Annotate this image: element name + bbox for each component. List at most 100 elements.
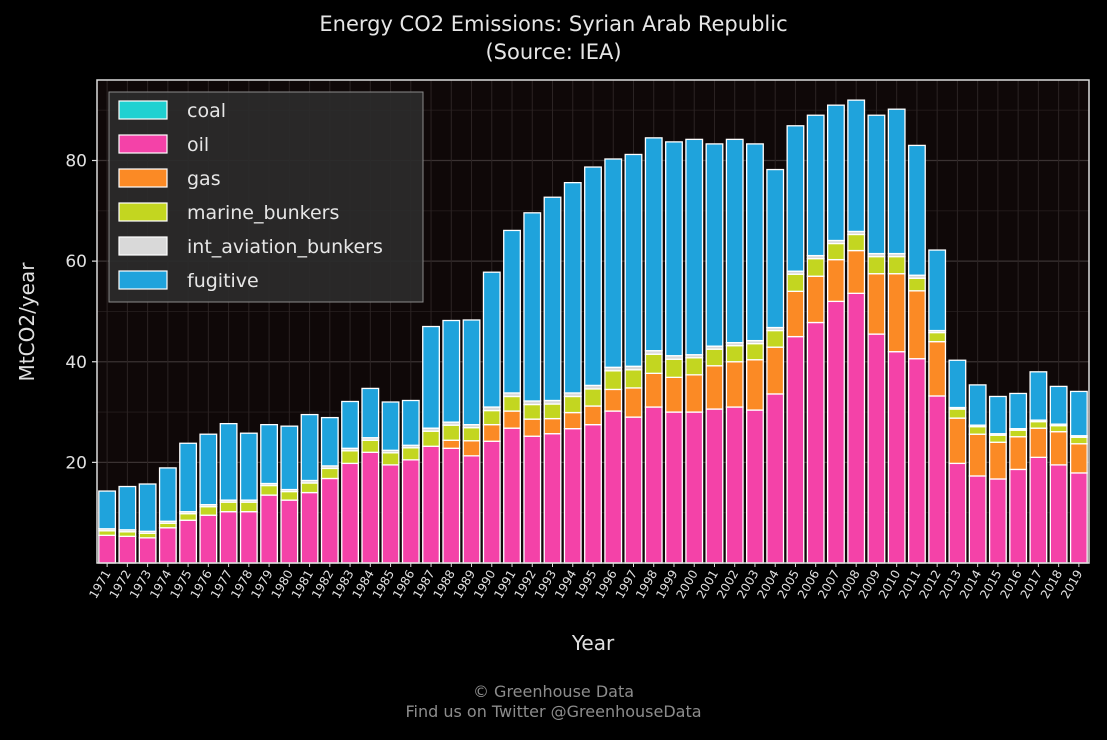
bar-stack-2005	[786, 125, 805, 564]
legend-swatch-marine_bunkers	[118, 202, 168, 222]
bar-marine_bunkers-1986	[401, 447, 420, 461]
bar-fugitive-2001	[705, 143, 724, 347]
legend-label-marine_bunkers: marine_bunkers	[187, 202, 339, 224]
footer-social: Find us on Twitter @GreenhouseData	[405, 702, 702, 721]
bar-gas-1991	[503, 410, 521, 429]
bar-oil-1986	[401, 459, 420, 564]
bar-oil-1995	[584, 423, 602, 564]
bar-oil-2007	[826, 300, 845, 564]
bar-oil-1988	[442, 447, 461, 564]
bar-fugitive-2003	[746, 143, 764, 342]
bar-stack-2013	[948, 359, 967, 564]
bar-oil-1983	[341, 462, 360, 564]
bar-stack-2009	[867, 114, 886, 564]
bar-marine_bunkers-1991	[503, 395, 521, 412]
bar-marine_bunkers-2007	[826, 242, 845, 261]
bar-fugitive-1987	[422, 325, 440, 429]
bar-stack-2007	[826, 104, 845, 564]
bar-stack-2014	[968, 384, 987, 564]
bar-stack-1973	[138, 483, 157, 564]
bar-fugitive-2013	[948, 359, 967, 409]
bar-marine_bunkers-1988	[442, 424, 461, 441]
bar-fugitive-1989	[462, 319, 481, 426]
bar-fugitive-1972	[118, 485, 137, 531]
bar-marine_bunkers-1972	[118, 531, 137, 537]
bar-oil-2013	[948, 462, 967, 564]
bar-oil-2002	[725, 406, 744, 564]
bar-oil-1993	[543, 433, 562, 564]
bar-oil-1974	[158, 527, 177, 564]
bar-marine_bunkers-1987	[422, 430, 440, 447]
bar-gas-2017	[1029, 427, 1048, 458]
bar-fugitive-1999	[665, 141, 683, 357]
chart-subtitle: (Source: IEA)	[485, 40, 622, 64]
legend-box	[108, 91, 424, 303]
bar-oil-1985	[381, 464, 400, 564]
bar-marine_bunkers-1989	[462, 427, 481, 442]
bar-oil-1992	[523, 435, 542, 564]
bar-marine_bunkers-1971	[98, 530, 117, 536]
bar-fugitive-2002	[725, 138, 744, 344]
bar-gas-2010	[887, 273, 906, 353]
y-axis-ticks: 20 40 60 80	[65, 152, 97, 473]
bar-fugitive-2011	[907, 144, 926, 276]
bar-oil-1989	[462, 455, 481, 564]
bar-oil-2005	[786, 335, 805, 564]
bar-oil-2000	[685, 411, 704, 564]
bar-stack-1987	[422, 325, 440, 564]
bar-oil-2014	[968, 475, 987, 564]
bar-oil-1976	[199, 514, 218, 564]
bar-gas-2000	[685, 374, 704, 413]
bar-stack-2011	[907, 144, 926, 564]
bar-stack-1999	[665, 141, 683, 564]
bar-fugitive-1998	[644, 137, 663, 352]
bar-oil-2006	[806, 321, 825, 564]
bar-oil-2017	[1029, 456, 1048, 564]
bar-gas-2007	[826, 258, 845, 303]
bar-fugitive-1982	[320, 416, 339, 467]
bar-stack-2008	[847, 99, 866, 564]
bar-gas-2016	[1009, 436, 1028, 471]
bar-marine_bunkers-1974	[158, 522, 177, 529]
bar-oil-1979	[260, 494, 279, 564]
bar-stacks	[98, 99, 1088, 564]
bar-fugitive-1976	[199, 433, 218, 506]
bar-fugitive-1983	[341, 400, 360, 449]
bar-stack-1989	[462, 319, 481, 564]
bar-stack-1982	[320, 416, 339, 564]
bar-marine_bunkers-1976	[199, 505, 218, 516]
bar-fugitive-1991	[503, 229, 521, 394]
bar-marine_bunkers-1995	[584, 388, 602, 407]
bar-marine_bunkers-2011	[907, 277, 926, 292]
bar-stack-2002	[725, 138, 744, 564]
bar-marine_bunkers-2010	[887, 255, 906, 275]
bar-oil-2015	[988, 478, 1007, 564]
chart-title-block: Energy CO2 Emissions: Syrian Arab Republ…	[0, 10, 1107, 66]
bar-oil-1975	[179, 519, 198, 564]
y-tick-label-40: 40	[65, 353, 87, 373]
legend-label-coal: coal	[187, 100, 226, 122]
bar-fugitive-2018	[1049, 385, 1068, 425]
bar-stack-1997	[624, 153, 643, 564]
bar-marine_bunkers-1990	[482, 409, 501, 426]
bar-marine_bunkers-1999	[665, 358, 683, 378]
bar-stack-2016	[1009, 392, 1028, 564]
bar-marine_bunkers-1980	[280, 490, 299, 501]
bar-gas-2001	[705, 365, 724, 410]
bar-fugitive-2007	[826, 104, 845, 242]
y-tick-label-60: 60	[65, 252, 87, 272]
legend-label-int_aviation_bunkers: int_aviation_bunkers	[187, 236, 383, 258]
bar-stack-1992	[523, 212, 542, 564]
bar-marine_bunkers-2008	[847, 233, 866, 252]
bar-fugitive-1992	[523, 212, 542, 402]
bar-gas-1993	[543, 417, 562, 435]
bar-oil-2008	[847, 292, 866, 564]
bar-gas-2005	[786, 290, 805, 338]
legend: coal oil gas marine_bunkers int_aviation_bun…	[108, 91, 424, 303]
bar-gas-2014	[968, 433, 987, 477]
bar-oil-1990	[482, 440, 501, 564]
bar-gas-2003	[746, 359, 764, 411]
bar-stack-1979	[260, 423, 279, 564]
bar-stack-1994	[563, 181, 582, 564]
